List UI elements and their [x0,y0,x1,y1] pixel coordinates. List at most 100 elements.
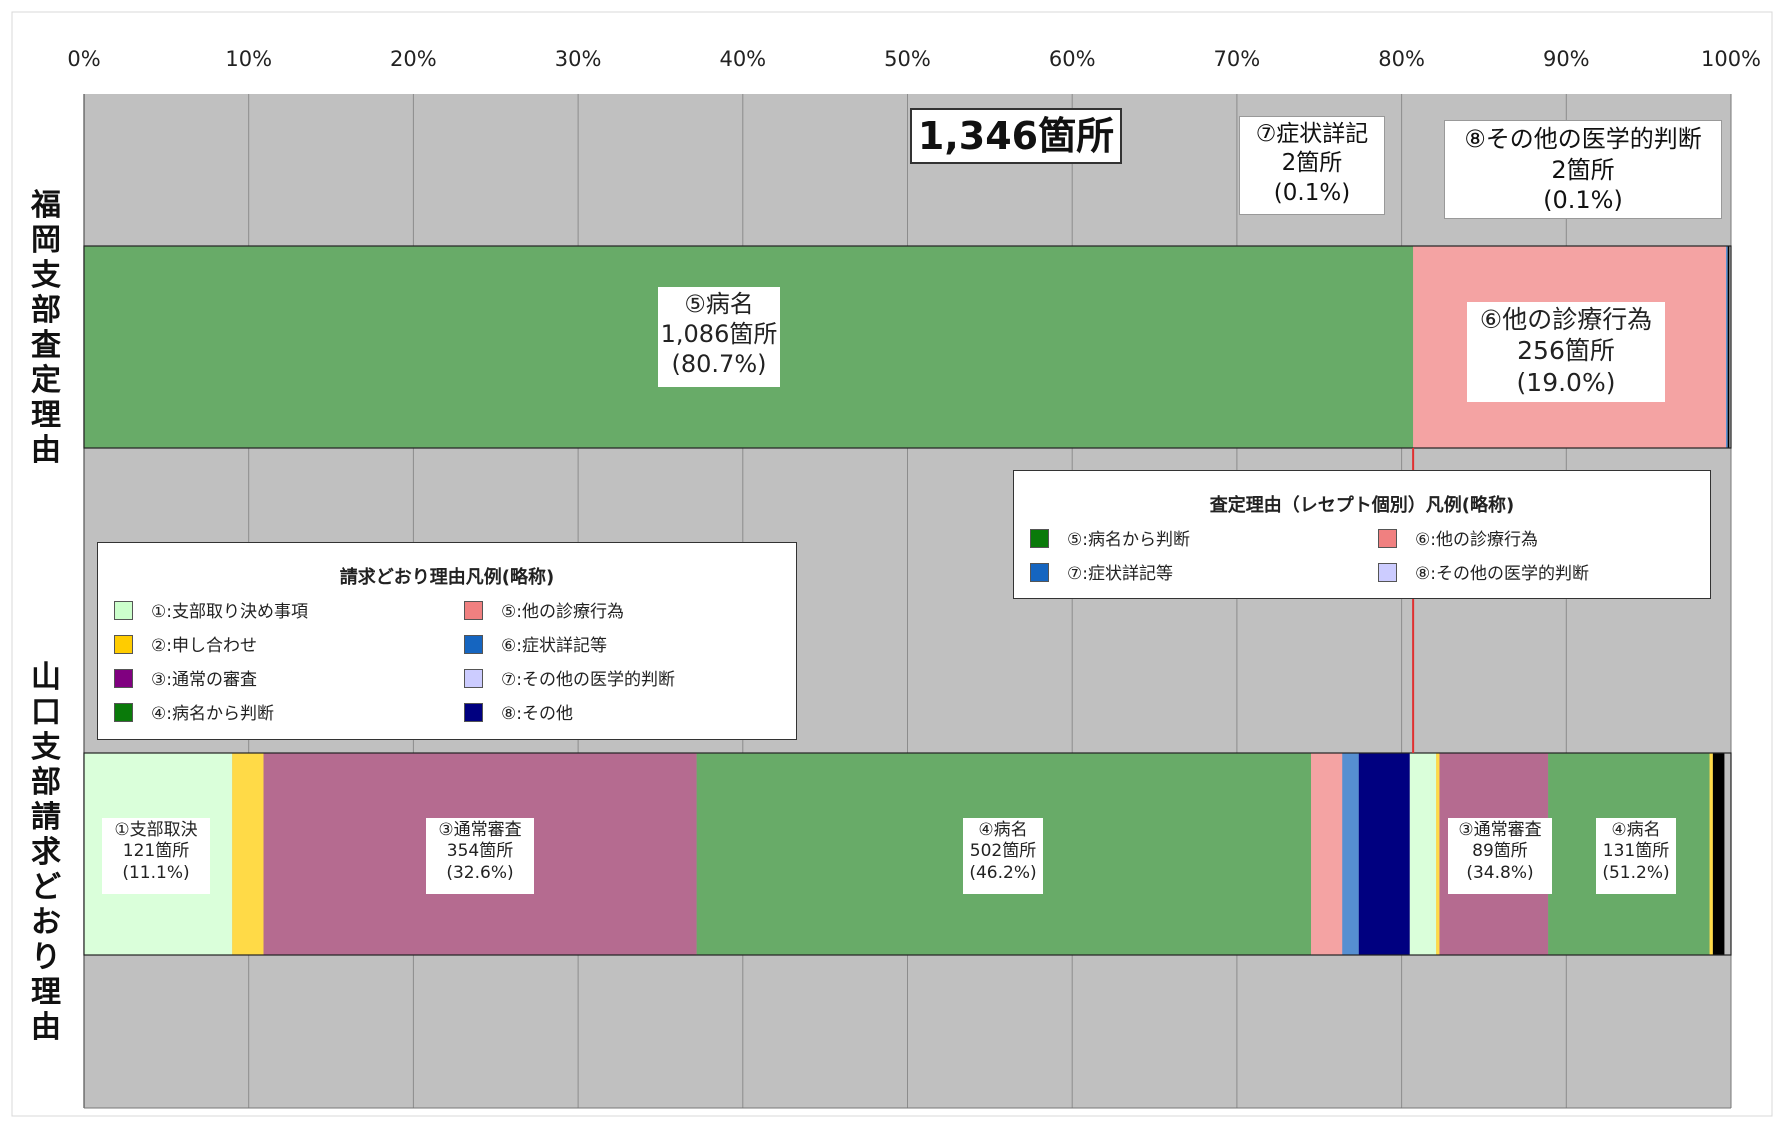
yamaguchi-y1-name: ①支部取決 [114,820,198,840]
legend-seitei-item: ⑧:その他の医学的判断 [1378,559,1589,584]
fukuoka-medical-pct: (0.1%) [1543,186,1623,215]
legend-seitei-item-label: ⑧:その他の医学的判断 [1415,564,1589,584]
fukuoka-disease-label: ⑤病名 1,086箇所 (80.7%) [658,287,780,387]
yamaguchi-y1-pct: (11.1%) [122,862,190,883]
x-tick-label: 60% [1049,47,1096,71]
yamaguchi-y10-label: ③通常審査 89箇所 (34.8%) [1448,818,1552,894]
legend-seikyu-title: 請求どおり理由凡例(略称) [339,567,555,588]
x-tick-label: 40% [719,47,766,71]
legend-seitei-title: 査定理由（レセプト個別）凡例(略称) [1209,495,1515,516]
legend-seikyu-item: ⑥:症状詳記等 [464,631,607,656]
fukuoka-bar-outline [83,245,1732,449]
bar-segment-yamaguchi-y6 [1342,753,1359,955]
yamaguchi-y1-count: 121箇所 [122,841,190,862]
x-tick-label: 50% [884,47,931,71]
legend-swatch [114,703,133,722]
total-count-label: 1,346箇所 [910,108,1122,164]
legend-swatch [464,703,483,722]
legend-seitei-item-label: ⑦:症状詳記等 [1067,564,1173,584]
x-tick-label: 0% [67,47,100,71]
legend-seikyu-item-label: ⑥:症状詳記等 [501,636,607,656]
yamaguchi-y3-pct: (32.6%) [446,862,514,883]
yamaguchi-y1-label: ①支部取決 121箇所 (11.1%) [102,818,210,894]
x-tick-label: 90% [1543,47,1590,71]
yamaguchi-y11-pct: (51.2%) [1602,862,1670,883]
fukuoka-disease-name: ⑤病名 [684,290,754,318]
yamaguchi-y11-label: ④病名 131箇所 (51.2%) [1596,818,1676,894]
legend-swatch [1030,563,1049,582]
legend-seikyu-item-label: ①:支部取り決め事項 [151,602,308,622]
legend-seikyu-item: ①:支部取り決め事項 [114,597,308,622]
x-tick-label: 20% [390,47,437,71]
legend-swatch [464,669,483,688]
fukuoka-medical-name: ⑧その他の医学的判断 [1464,125,1702,153]
legend-seikyu-item: ③:通常の審査 [114,665,257,690]
legend-seitei-item: ⑤:病名から判断 [1030,525,1190,550]
x-tick-label: 30% [555,47,602,71]
legend-seikyu-item-label: ④:病名から判断 [151,704,274,724]
legend-seikyu-item: ④:病名から判断 [114,699,274,724]
x-tick-label: 100% [1701,47,1761,71]
legend-swatch [464,601,483,620]
bar-segment-yamaguchi-y13 [1712,753,1725,955]
x-tick-label: 70% [1214,47,1261,71]
fukuoka-other-tx-pct: (19.0%) [1516,367,1616,397]
legend-seitei-item: ⑥:他の診療行為 [1378,525,1538,550]
fukuoka-symptom-count: 2箇所 [1281,150,1343,177]
yamaguchi-y3-count: 354箇所 [446,841,514,862]
fukuoka-symptom-label: ⑦症状詳記 2箇所 (0.1%) [1239,116,1385,215]
fukuoka-other-tx-label: ⑥他の診療行為 256箇所 (19.0%) [1467,302,1665,402]
legend-seikyu-item-label: ⑦:その他の医学的判断 [501,670,675,690]
bar-highlight-yamaguchi-y8 [1409,753,1437,955]
fukuoka-symptom-pct: (0.1%) [1273,179,1351,206]
legend-swatch [114,635,133,654]
chart-frame [11,11,1773,1117]
yamaguchi-y4-label: ④病名 502箇所 (46.2%) [963,818,1043,894]
yamaguchi-y10-pct: (34.8%) [1466,862,1534,883]
yamaguchi-y10-name: ③通常審査 [1458,820,1542,840]
legend-seikyu-item-label: ⑧:その他 [501,704,573,724]
legend-swatch [114,601,133,620]
fukuoka-medical-label: ⑧その他の医学的判断 2箇所 (0.1%) [1444,120,1722,219]
legend-swatch [1378,529,1397,548]
legend-seitei: 査定理由（レセプト個別）凡例(略称) ⑤:病名から判断 ⑥:他の診療行為 ⑦:症… [1013,470,1711,599]
legend-seikyu-item: ⑧:その他 [464,699,573,724]
bar-highlight-yamaguchi-y5 [1311,753,1343,955]
yamaguchi-y4-name: ④病名 [978,820,1028,840]
x-tick-label: 80% [1378,47,1425,71]
bar-segment-yamaguchi-y9 [1436,753,1440,955]
category-label-fukuoka: 福岡支部査定理由 [31,188,61,468]
legend-seikyu-item: ⑦:その他の医学的判断 [464,665,675,690]
yamaguchi-y11-count: 131箇所 [1602,841,1670,862]
yamaguchi-y10-count: 89箇所 [1472,841,1528,862]
legend-swatch [114,669,133,688]
legend-seitei-item-label: ⑤:病名から判断 [1067,530,1190,550]
bar-segment-yamaguchi-y8 [1409,753,1437,955]
x-tick-label: 10% [225,47,272,71]
fukuoka-disease-pct: (80.7%) [671,350,767,378]
yamaguchi-y4-count: 502箇所 [969,841,1037,862]
bar-segment-fukuoka-symptom [1726,246,1728,448]
category-label-yamaguchi: 山口支部請求どおり理由 [31,660,61,1045]
fukuoka-disease-count: 1,086箇所 [660,320,778,348]
yamaguchi-y3-name: ③通常審査 [438,820,522,840]
legend-seikyu-item: ②:申し合わせ [114,631,257,656]
legend-seikyu: 請求どおり理由凡例(略称) ①:支部取り決め事項 ②:申し合わせ ③:通常の審査… [97,542,797,740]
bar-segment-yamaguchi-y7 [1358,753,1410,955]
legend-seitei-item-label: ⑥:他の診療行為 [1415,530,1538,550]
yamaguchi-bar-outline [83,752,1732,956]
bar-segment-yamaguchi-y2 [232,753,264,955]
fukuoka-other-tx-count: 256箇所 [1517,336,1615,366]
fukuoka-symptom-name: ⑦症状詳記 [1255,121,1369,147]
bar-segment-fukuoka-medical [1727,246,1730,448]
bar-highlight-yamaguchi-y6 [1342,753,1359,955]
bar-highlight-fukuoka-symptom [1726,246,1728,448]
yamaguchi-y11-name: ④病名 [1611,820,1661,840]
legend-swatch [464,635,483,654]
bar-highlight-yamaguchi-y9 [1436,753,1440,955]
legend-seikyu-item-label: ⑤:他の診療行為 [501,602,624,622]
legend-swatch [1030,529,1049,548]
legend-seitei-item: ⑦:症状詳記等 [1030,559,1173,584]
legend-seikyu-item-label: ③:通常の審査 [151,670,257,690]
